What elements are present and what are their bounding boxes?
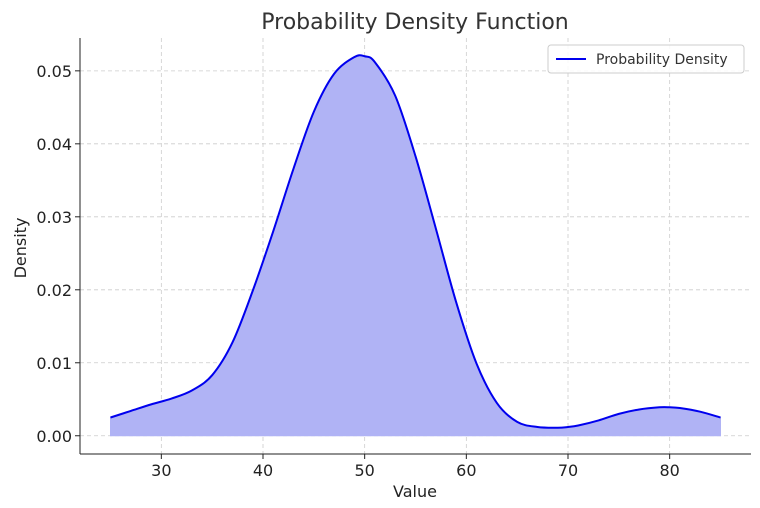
- x-tick-label: 50: [354, 461, 374, 480]
- density-curve-line: [110, 54, 721, 429]
- legend-box: [547, 44, 745, 74]
- y-tick-label: 0.05: [36, 62, 72, 81]
- x-tick-label: 70: [558, 461, 578, 480]
- y-tick-label: 0.01: [36, 354, 72, 373]
- density-area-group: [110, 54, 721, 437]
- x-axis-label: Value: [393, 482, 437, 501]
- y-tick-label: 0.00: [36, 427, 72, 446]
- legend: Probability Density: [547, 44, 745, 74]
- x-tick-label: 30: [151, 461, 171, 480]
- y-tick-label: 0.04: [36, 135, 72, 154]
- x-tick-label: 60: [456, 461, 476, 480]
- chart-title: Probability Density Function: [261, 10, 569, 35]
- legend-label: Probability Density: [596, 52, 728, 68]
- x-tick-label: 40: [253, 461, 273, 480]
- y-tick-label: 0.02: [36, 281, 72, 300]
- y-tick-label: 0.03: [36, 208, 72, 227]
- ticks: 30 40 50 60 70 80 0.00 0.01 0.02 0.03 0.04 0.05: [36, 62, 679, 480]
- axes: [79, 38, 751, 455]
- x-tick-label: 80: [659, 461, 679, 480]
- density-area-fill: [110, 54, 721, 437]
- y-axis-label: Density: [11, 218, 30, 279]
